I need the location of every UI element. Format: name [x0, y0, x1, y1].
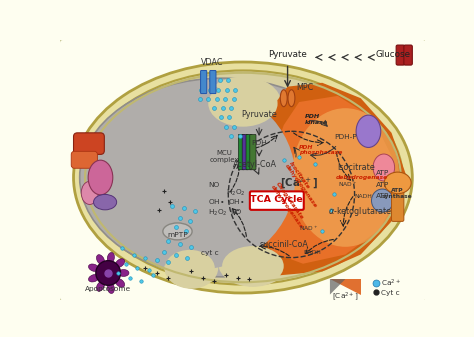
Text: ATP: ATP: [376, 170, 390, 176]
Ellipse shape: [373, 154, 395, 181]
Ellipse shape: [89, 264, 99, 272]
Text: Isocitrate: Isocitrate: [337, 163, 375, 172]
Text: Pyruvate: Pyruvate: [268, 50, 307, 59]
Ellipse shape: [164, 246, 219, 289]
Text: Isocitrate
dehydrogenase: Isocitrate dehydrogenase: [284, 160, 322, 209]
Text: MCU
complex: MCU complex: [210, 150, 239, 163]
Text: PDH: PDH: [251, 140, 267, 146]
Ellipse shape: [292, 108, 399, 247]
Text: cyt c: cyt c: [201, 249, 218, 255]
Text: H$_2$O$_2$: H$_2$O$_2$: [208, 208, 228, 218]
Text: VDAC: VDAC: [201, 58, 223, 67]
Text: OH$\bullet$: OH$\bullet$: [208, 197, 225, 207]
FancyBboxPatch shape: [246, 134, 252, 170]
FancyBboxPatch shape: [242, 134, 248, 170]
Ellipse shape: [80, 78, 365, 277]
FancyBboxPatch shape: [250, 191, 304, 210]
Circle shape: [96, 261, 120, 285]
FancyBboxPatch shape: [201, 70, 207, 94]
Ellipse shape: [115, 278, 125, 287]
Text: MPC: MPC: [297, 84, 314, 92]
Text: ATP: ATP: [376, 182, 390, 188]
Ellipse shape: [372, 189, 393, 212]
Ellipse shape: [165, 250, 215, 287]
Ellipse shape: [115, 259, 125, 268]
Text: [Ca$^{2+}$]: [Ca$^{2+}$]: [280, 176, 318, 191]
Polygon shape: [330, 279, 361, 295]
FancyBboxPatch shape: [404, 45, 412, 65]
FancyBboxPatch shape: [210, 70, 216, 94]
Ellipse shape: [107, 252, 114, 263]
Ellipse shape: [288, 90, 295, 106]
Ellipse shape: [118, 270, 129, 276]
Ellipse shape: [95, 85, 295, 270]
FancyBboxPatch shape: [71, 151, 97, 168]
Text: NAD$^+$: NAD$^+$: [299, 224, 318, 234]
Ellipse shape: [83, 70, 403, 284]
Ellipse shape: [89, 275, 99, 282]
Text: NO: NO: [230, 210, 241, 215]
Ellipse shape: [163, 223, 192, 240]
Ellipse shape: [93, 194, 117, 210]
FancyBboxPatch shape: [238, 134, 245, 170]
FancyBboxPatch shape: [250, 134, 256, 170]
Ellipse shape: [96, 281, 104, 291]
Text: Ca$^{2+}$: Ca$^{2+}$: [381, 278, 401, 289]
Ellipse shape: [356, 115, 381, 148]
Text: PDH-P: PDH-P: [334, 134, 356, 140]
Ellipse shape: [204, 76, 282, 130]
Text: Pyruvate: Pyruvate: [241, 111, 277, 119]
Ellipse shape: [73, 62, 412, 293]
Text: dehydrogenase: dehydrogenase: [336, 175, 388, 180]
Ellipse shape: [384, 172, 411, 194]
Text: Apoptosome: Apoptosome: [85, 286, 131, 293]
Text: PDH
kinase: PDH kinase: [305, 114, 328, 125]
Ellipse shape: [96, 255, 104, 265]
Text: Glucose: Glucose: [375, 50, 410, 59]
Text: ATP
synthase: ATP synthase: [382, 188, 412, 199]
FancyBboxPatch shape: [59, 39, 427, 302]
Text: [Ca$^{2+}$]: [Ca$^{2+}$]: [332, 290, 359, 303]
Ellipse shape: [107, 283, 114, 294]
Text: NO: NO: [208, 182, 219, 188]
Ellipse shape: [219, 241, 288, 287]
Text: ATP: ATP: [376, 193, 390, 199]
Ellipse shape: [222, 246, 284, 286]
Text: H$_2$O$_2$: H$_2$O$_2$: [226, 187, 246, 197]
Text: $\alpha$-ketoglutarate: $\alpha$-ketoglutarate: [328, 205, 392, 218]
Polygon shape: [330, 279, 346, 295]
Ellipse shape: [88, 160, 113, 195]
Polygon shape: [262, 96, 399, 264]
Text: succinil-CoA: succinil-CoA: [259, 240, 308, 249]
Text: NADH: NADH: [355, 194, 372, 199]
Text: Acetyl-CoA: Acetyl-CoA: [232, 160, 276, 170]
Text: Oxoglutarate
dehydrogenase: Oxoglutarate dehydrogenase: [270, 181, 309, 230]
Text: TCA Cycle: TCA Cycle: [250, 195, 303, 204]
Text: PDH
phosphatase: PDH phosphatase: [299, 145, 343, 155]
Ellipse shape: [208, 81, 278, 127]
Text: OH$\bullet$: OH$\bullet$: [228, 197, 245, 207]
Text: Cyt c: Cyt c: [381, 290, 400, 296]
Text: NAD$^+$: NAD$^+$: [337, 180, 357, 189]
FancyBboxPatch shape: [73, 133, 104, 154]
Ellipse shape: [280, 90, 287, 106]
Text: NADH: NADH: [304, 250, 321, 255]
FancyBboxPatch shape: [392, 184, 404, 221]
Ellipse shape: [81, 181, 98, 205]
FancyBboxPatch shape: [396, 45, 405, 65]
Polygon shape: [245, 83, 407, 275]
Text: mPTP: mPTP: [167, 232, 188, 238]
